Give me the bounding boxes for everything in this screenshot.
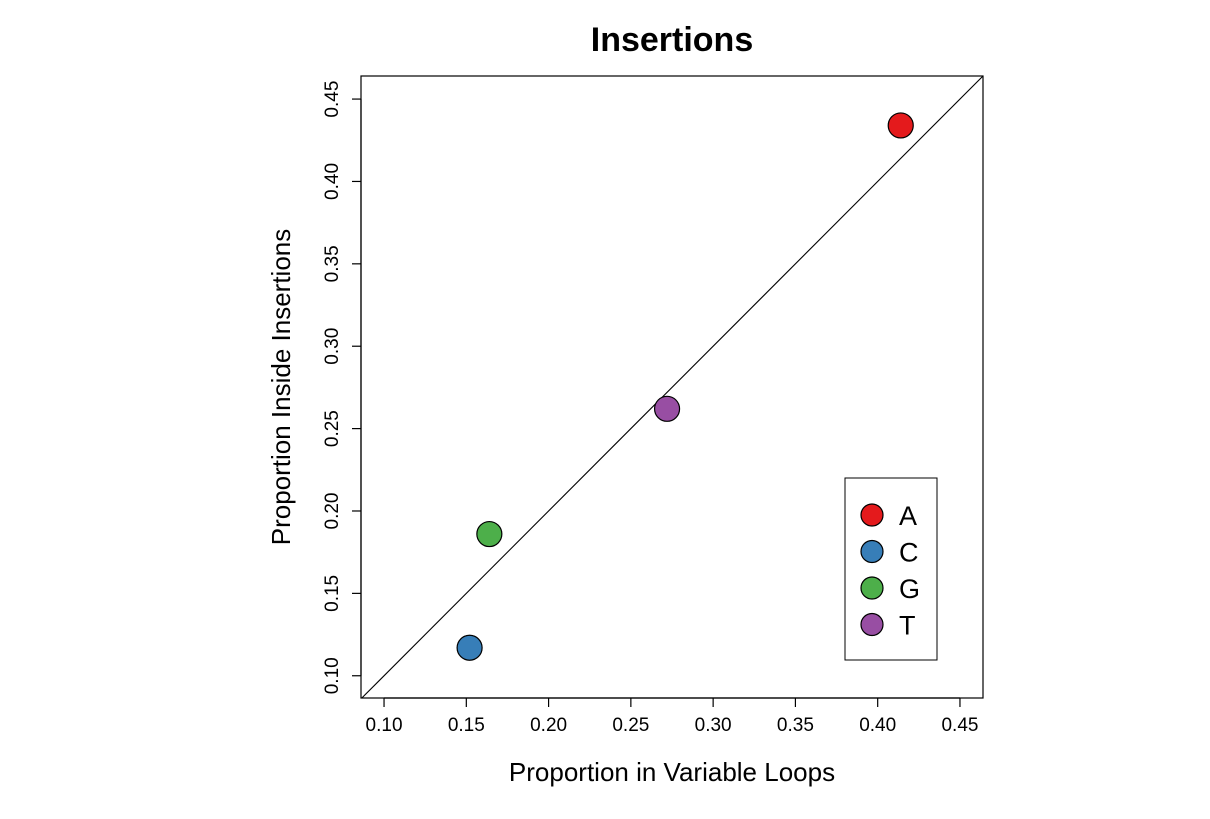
x-tick-label: 0.35 xyxy=(777,715,814,736)
x-tick-label: 0.25 xyxy=(612,715,649,736)
x-tick-label: 0.10 xyxy=(366,715,403,736)
legend-box xyxy=(844,477,938,661)
x-tick-label: 0.45 xyxy=(941,715,978,736)
legend-marker-c xyxy=(860,539,884,564)
legend-marker-t xyxy=(860,612,884,637)
chart-title: Insertions xyxy=(591,21,753,59)
x-axis-label: Proportion in Variable Loops xyxy=(509,757,835,787)
legend-label-c: C xyxy=(899,538,919,568)
legend-label-t: T xyxy=(899,611,916,641)
y-tick-label: 0.15 xyxy=(322,575,343,612)
legend-marker-g xyxy=(860,576,884,600)
legend-marker-a xyxy=(860,503,884,527)
identity-reference-line xyxy=(361,75,984,699)
data-points xyxy=(456,112,914,661)
y-axis: 0.10 0.15 0.20 0.25 0.30 0.35 0.40 0.45 xyxy=(322,81,362,694)
x-tick-label: 0.15 xyxy=(448,715,485,736)
legend-label-g: G xyxy=(899,574,920,604)
x-tick-label: 0.40 xyxy=(859,715,896,736)
y-tick-label: 0.10 xyxy=(322,657,343,694)
y-axis-label: Proportion Inside Insertions xyxy=(266,229,296,546)
y-tick-label: 0.25 xyxy=(322,410,343,447)
y-tick-label: 0.30 xyxy=(322,328,343,365)
x-tick-label: 0.30 xyxy=(695,715,732,736)
y-tick-label: 0.45 xyxy=(322,81,343,118)
data-point-a xyxy=(887,112,914,139)
y-tick-label: 0.35 xyxy=(322,245,343,282)
x-axis: 0.10 0.15 0.20 0.25 0.30 0.35 0.40 0.45 xyxy=(366,697,978,736)
data-point-g xyxy=(476,520,503,548)
data-point-t xyxy=(653,395,681,422)
data-point-c xyxy=(456,634,483,661)
y-tick-label: 0.20 xyxy=(322,492,343,529)
legend-label-a: A xyxy=(899,501,917,531)
y-tick-label: 0.40 xyxy=(322,163,343,200)
x-tick-label: 0.20 xyxy=(530,715,567,736)
